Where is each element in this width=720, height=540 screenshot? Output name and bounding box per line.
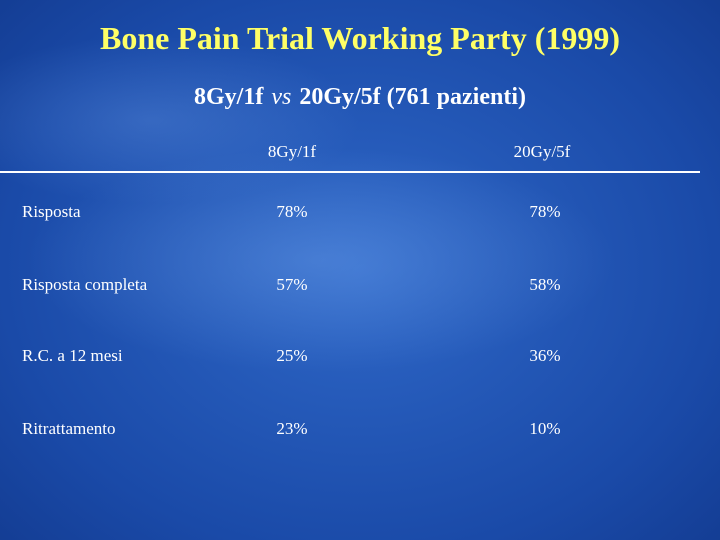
row-label: Risposta completa xyxy=(22,275,148,294)
subtitle-part: 20Gy/5f (761 pazienti) xyxy=(299,84,526,110)
subtitle-part: vs xyxy=(271,84,292,110)
table-cell: 36% xyxy=(529,346,561,365)
table-cell: 10% xyxy=(529,419,561,438)
divider xyxy=(0,171,700,173)
column-header: 20Gy/5f xyxy=(513,142,571,161)
title: Bone Pain Trial Working Party (1999) xyxy=(99,20,620,56)
table-cell: 25% xyxy=(276,346,308,365)
row-label: Risposta xyxy=(22,202,81,221)
subtitle: 8Gy/1f vs 20Gy/5f (761 pazienti) xyxy=(0,84,720,111)
subtitle-part: 8Gy/1f xyxy=(194,84,264,110)
table-cell: 58% xyxy=(529,275,561,294)
table-cell: 78% xyxy=(529,202,561,221)
table-cell: 23% xyxy=(276,419,308,438)
table-cell: 57% xyxy=(276,275,308,294)
column-header: 8Gy/1f xyxy=(267,142,317,161)
row-label: R.C. a 12 mesi xyxy=(22,346,123,365)
table-cell: 78% xyxy=(276,202,308,221)
row-label: Ritrattamento xyxy=(22,419,116,438)
